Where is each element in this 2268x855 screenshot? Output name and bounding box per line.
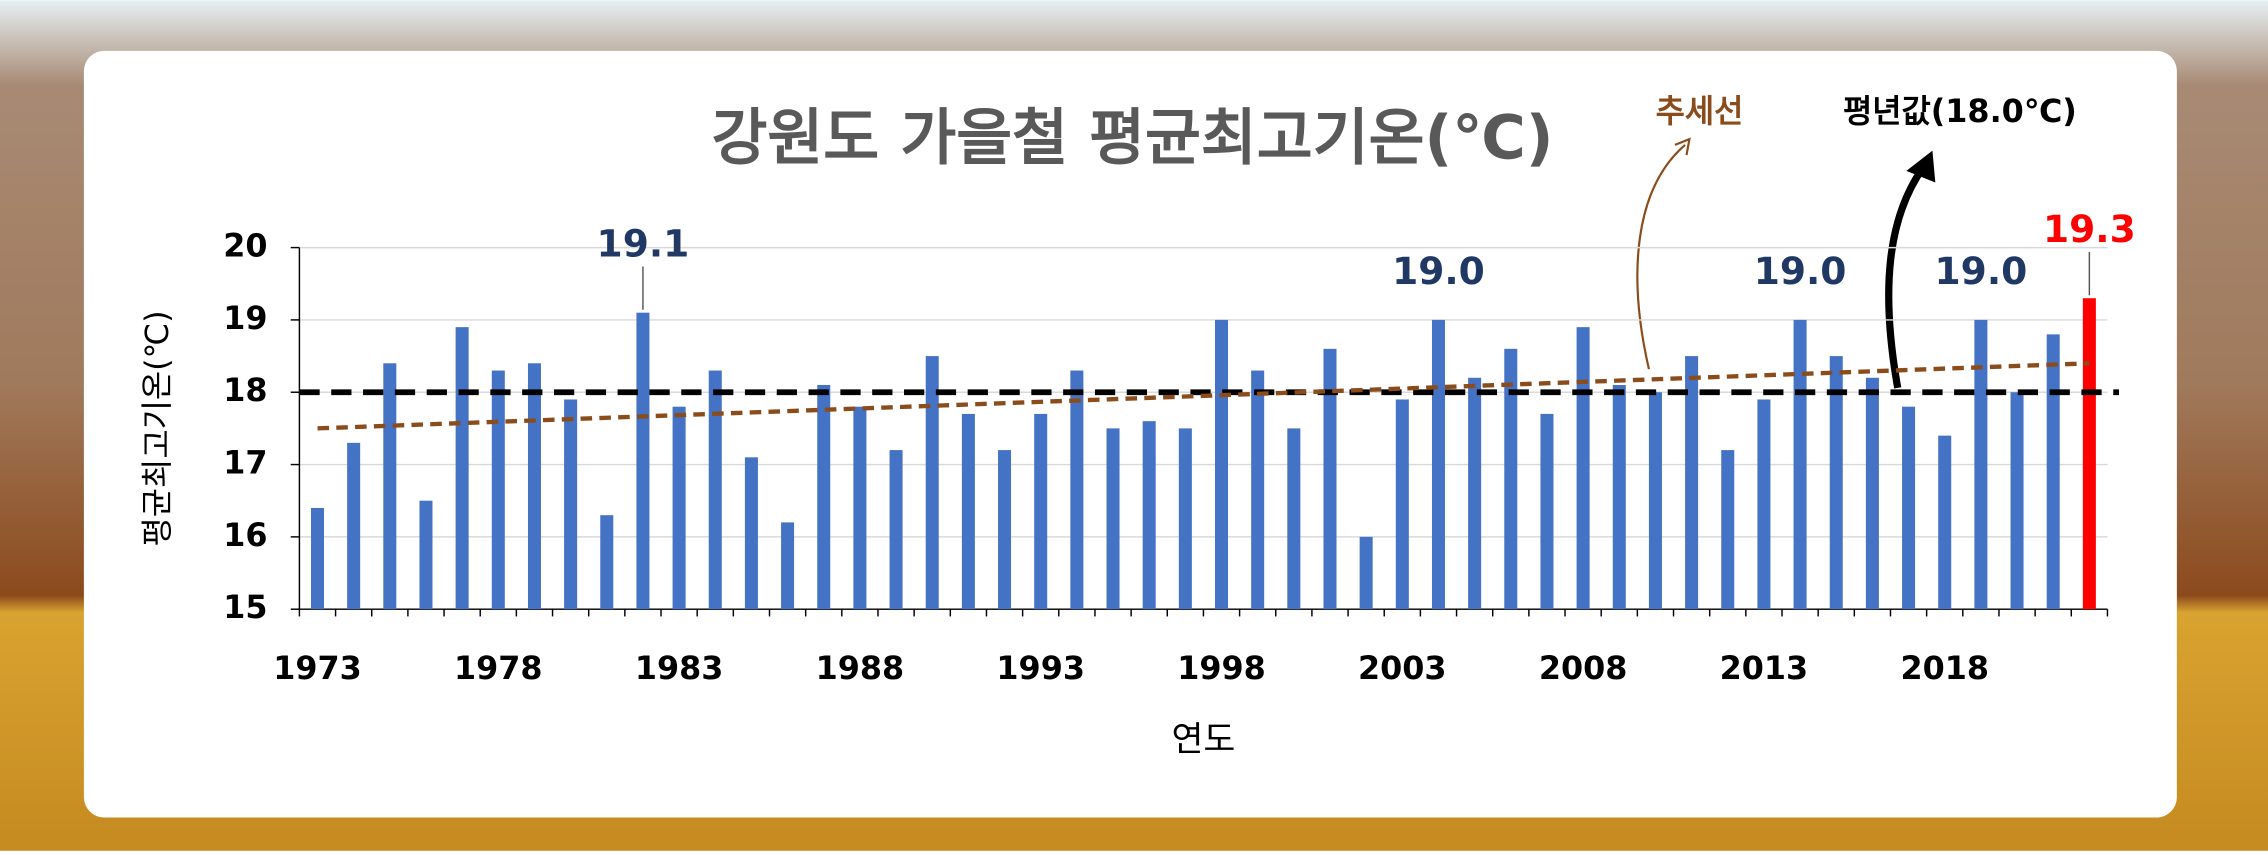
x-tick-label: 1973 <box>273 649 362 687</box>
bar <box>419 501 432 609</box>
bar <box>1360 537 1373 609</box>
bar <box>1070 371 1083 610</box>
value-label: 19.3 <box>2043 207 2136 251</box>
bar <box>528 363 541 609</box>
bar <box>1577 327 1590 609</box>
y-tick-label: 16 <box>223 516 267 554</box>
trend-label: 추세선 <box>1656 92 1744 130</box>
bar <box>673 407 686 609</box>
bar <box>1649 392 1662 609</box>
bar <box>781 522 794 609</box>
bar <box>383 363 396 609</box>
bar <box>1938 436 1951 610</box>
bar <box>1323 349 1336 609</box>
bar <box>1540 414 1553 609</box>
y-tick-label: 15 <box>223 588 267 626</box>
bar <box>1468 378 1481 609</box>
value-label: 19.0 <box>1754 249 1847 293</box>
bar <box>1287 428 1300 609</box>
x-tick-label: 1988 <box>816 649 905 687</box>
bar <box>1866 378 1879 609</box>
y-tick-label: 17 <box>223 444 267 482</box>
bar <box>817 385 830 609</box>
bar <box>1794 320 1807 609</box>
y-tick-label: 20 <box>223 227 267 265</box>
reference-label: 평년값(18.0℃) <box>1843 92 2077 130</box>
x-tick-label: 2008 <box>1539 649 1628 687</box>
y-tick-label: 18 <box>223 371 267 409</box>
bar <box>492 371 505 610</box>
x-tick-label: 2013 <box>1720 649 1809 687</box>
x-tick-label: 2003 <box>1358 649 1447 687</box>
x-tick-label: 1983 <box>635 649 724 687</box>
value-label: 19.1 <box>597 222 690 266</box>
chart: 강원도 가을철 평균최고기온(℃) 평균최고기온(℃) 연도 추세선 평년값(1… <box>0 0 2268 851</box>
bar <box>853 407 866 609</box>
bar <box>1613 385 1626 609</box>
bar <box>456 327 469 609</box>
bar <box>998 450 1011 609</box>
bar <box>1721 450 1734 609</box>
bar <box>745 457 758 609</box>
y-tick-label: 19 <box>223 299 267 337</box>
bar <box>1251 371 1264 610</box>
bar <box>1107 428 1120 609</box>
bar <box>962 414 975 609</box>
bar <box>1902 407 1915 609</box>
x-tick-label: 1993 <box>996 649 1085 687</box>
bar <box>1432 320 1445 609</box>
x-tick-label: 1998 <box>1177 649 1266 687</box>
x-tick-label: 2018 <box>1900 649 1989 687</box>
bar <box>1143 421 1156 609</box>
bar <box>1034 414 1047 609</box>
bar <box>636 313 649 610</box>
chart-title: 강원도 가을철 평균최고기온(℃) <box>712 104 1554 174</box>
bar <box>1757 399 1770 609</box>
x-tick-label: 1978 <box>454 649 543 687</box>
bar <box>564 399 577 609</box>
bar <box>2011 392 2024 609</box>
bar <box>1974 320 1987 609</box>
value-label: 19.0 <box>1935 249 2028 293</box>
bar <box>600 515 613 609</box>
x-axis-label: 연도 <box>1171 720 1235 760</box>
bar <box>2083 298 2096 609</box>
bar <box>1396 399 1409 609</box>
bar <box>1179 428 1192 609</box>
value-label: 19.0 <box>1392 249 1485 293</box>
bar <box>709 371 722 610</box>
bar <box>1504 349 1517 609</box>
bar <box>890 450 903 609</box>
bar <box>311 508 324 609</box>
y-axis-label: 평균최고기온(℃) <box>138 310 176 546</box>
bar <box>347 443 360 609</box>
bar <box>1215 320 1228 609</box>
bar <box>2047 334 2060 609</box>
